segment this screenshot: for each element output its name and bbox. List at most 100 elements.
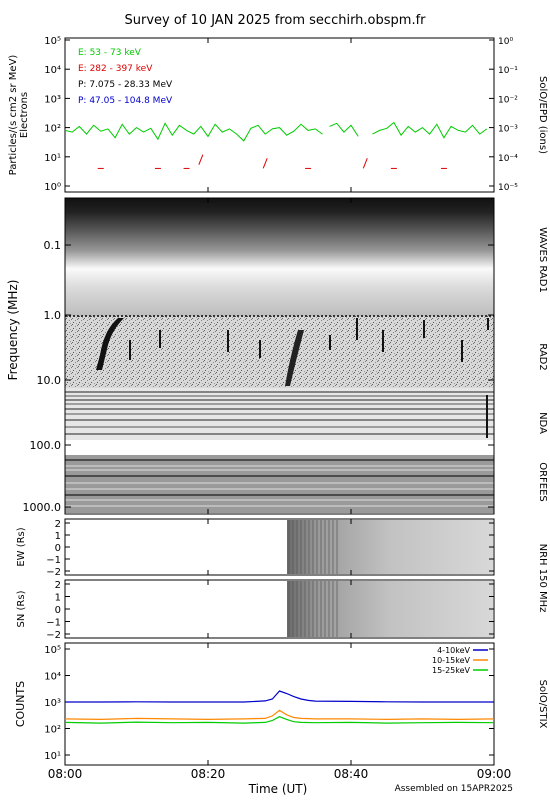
epd-ylabel: Particles/(s cm2 sr MeV) [8,55,19,176]
nrh-stripe [308,581,310,637]
epd-legend-item: P: 7.075 - 28.33 MeV [78,80,173,90]
stix-panel: 10¹ 10² 10³ 10⁴ 10⁵ 4-10keV 10-15keV 15-25ke… [14,642,548,766]
epd-point-electrons-high [262,158,268,169]
nrh-stripe [296,520,298,574]
nrh-sn-panel: 210−1−2 SN (Rs) NRH 150 MHz [16,544,548,641]
nrh-stripe [336,520,338,574]
nrh-tick-label: 0 [55,543,61,554]
orfees-band [65,455,494,513]
figure-title: Survey of 10 JAN 2025 from secchirh.obsp… [125,13,427,28]
epd-tick-label: 10¹ [44,153,61,164]
time-tick-label: 08:00 [48,767,83,781]
nrh-stripe [300,581,302,637]
freq-tick-label: 1.0 [44,309,62,322]
nrh-stripe [288,581,290,637]
nrh-tick-label: 2 [55,519,61,530]
band-label-rad1: WAVES RAD1 [537,227,548,293]
time-axis-label: Time (UT) [248,782,308,796]
epd-tick-label: 10² [44,124,61,135]
epd-frame [64,37,495,193]
nrh-tick-label: 0 [55,605,61,616]
stix-right-label: SolO/STIX [537,680,548,729]
nrh-stripe [312,520,314,574]
stix-legend-item: 10-15keV [432,656,471,665]
band-label-rad2: RAD2 [537,343,548,370]
nrh-sn-label: SN (Rs) [16,590,27,627]
band-label-orfees: ORFEES [537,462,548,502]
freq-tick-label: 10.0 [37,374,62,387]
nrh-stripe [312,581,314,637]
epd-left-axis: 10⁰ 10¹ 10² 10³ 10⁴ 10⁵ [44,36,70,193]
nrh-stripe [300,520,302,574]
nrh-stripe [296,581,298,637]
nrh-stripe [336,581,338,637]
epd-right-axis: 10⁻⁵ 10⁻⁴ 10⁻³ 10⁻² 10⁻¹ 10⁰ [489,37,518,193]
epd-right-tick-label: 10⁻¹ [498,66,518,76]
nrh-stripe [324,520,326,574]
nrh-right-label: NRH 150 MHz [537,544,548,613]
nrh-stripe [316,520,318,574]
epd-tick-label: 10⁵ [44,36,61,47]
freq-tick-label: 0.1 [44,239,62,252]
nrh-stripe [316,581,318,637]
stix-series-line [65,690,494,703]
nrh-stripe [332,520,334,574]
freq-tick-label: 1000.0 [23,501,62,514]
time-axis: 08:00 08:20 08:40 09:00 [48,38,512,781]
nrh-stripe [292,581,294,637]
spectrogram-panel: 0.1 1.0 10.0 100.0 1000.0 Frequency (MHz) WA… [6,197,548,515]
epd-legend: E: 53 - 73 keV E: 282 - 397 keV P: 7.075… [78,48,173,106]
epd-tick-label: 10⁴ [44,65,61,76]
epd-ylabel-electrons: Electrons [19,92,30,138]
nrh-ew-panel: 210−1−2 EW (Rs) [16,518,495,578]
stix-series-line [64,716,495,724]
type-iii-burst [96,318,124,370]
epd-right-tick-label: 10⁰ [498,37,513,47]
time-tick-label: 09:00 [477,767,512,781]
spectrogram-ylabel: Frequency (MHz) [6,280,20,381]
nrh-stripe [304,520,306,574]
epd-right-tick-label: 10⁻³ [498,125,518,135]
nrh-tick-label: −1 [46,618,61,629]
stix-legend-item: 4-10keV [437,646,470,655]
epd-right-tick-label: 10⁻² [498,95,518,105]
nrh-stripe [320,581,322,637]
nrh-stripe [328,520,330,574]
epd-tick-label: 10³ [44,94,61,105]
band-label-nda: NDA [537,412,548,434]
stix-ylabel: COUNTS [14,681,27,727]
nrh-stripe [328,581,330,637]
stix-tick-label: 10² [44,725,61,736]
nrh-stripe [332,581,334,637]
stix-tick-label: 10⁵ [44,645,61,656]
type-iii-burst [285,330,304,386]
nrh-ew-image [287,520,493,574]
epd-point-electrons-high [362,158,368,169]
nrh-tick-label: 1 [55,593,61,604]
stix-legend: 4-10keV 10-15keV 15-25keV [432,646,488,675]
nrh-stripe [324,581,326,637]
nrh-sn-image [287,581,493,637]
stix-series-line [64,709,495,721]
stix-legend-item: 15-25keV [432,666,471,675]
rad2-band [65,316,494,388]
stix-frame [64,642,495,766]
assembled-note: Assembled on 15APR2025 [395,784,513,794]
epd-point-electrons-high [198,154,204,165]
nrh-tick-label: −2 [46,567,61,578]
nrh-stripe [320,520,322,574]
stix-tick-label: 10¹ [44,751,61,762]
epd-tick-label: 10⁰ [44,182,61,193]
frequency-axis: 0.1 1.0 10.0 100.0 1000.0 [23,239,494,514]
nrh-tick-label: 1 [55,531,61,542]
nrh-stripe [304,581,306,637]
nrh-tick-label: 2 [55,580,61,591]
rad1-band [65,198,494,316]
epd-right-label: SolO/EPD (ions) [537,76,548,154]
time-tick-label: 08:40 [334,767,369,781]
nrh-stripe [288,520,290,574]
freq-tick-label: 100.0 [30,439,62,452]
epd-legend-item: E: 282 - 397 keV [78,64,153,74]
